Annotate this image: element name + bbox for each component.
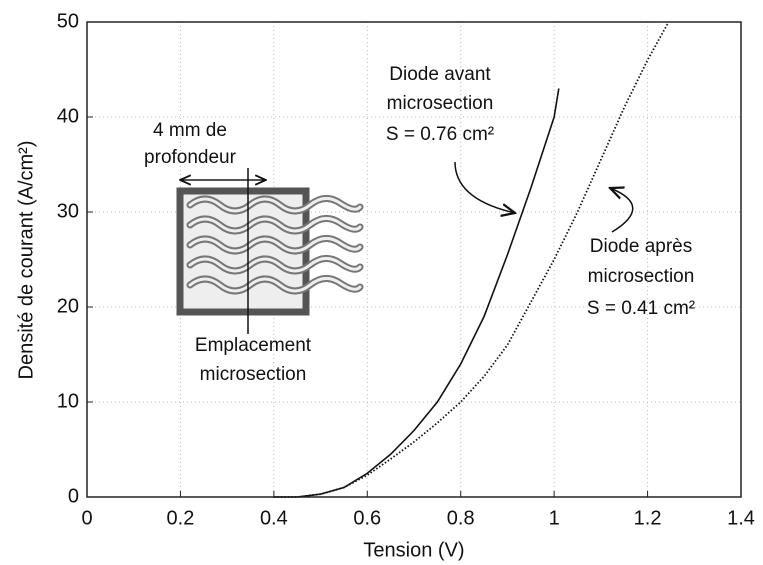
annotation: microsection [588,266,695,287]
annotation: 4 mm de [153,120,227,141]
x-tick-label: 0 [81,507,92,529]
y-tick-label: 0 [68,485,79,507]
inset-diagram [176,168,364,334]
y-tick-label: 20 [57,295,79,317]
x-tick-label: 0.4 [260,507,288,529]
lines [273,21,670,498]
annotation: microsection [387,93,494,114]
y-axis-label: Densité de courant (A/cm²) [15,141,37,380]
annotation: Diode avant [389,64,491,85]
y-tick-label: 50 [57,10,79,32]
plot-frame [86,21,742,498]
y-tick-label: 40 [57,105,79,127]
annotation: S = 0.41 cm² [587,298,695,319]
annotation-arrow [610,188,634,233]
x-axis-label: Tension (V) [363,539,464,561]
annotation: S = 0.76 cm² [386,124,494,145]
annotation: profondeur [144,147,237,168]
annotation: Diode après [590,236,692,257]
annotation-arrow [454,161,515,213]
y-tick-label: 10 [57,390,79,412]
y-tick-label: 30 [57,200,79,222]
x-tick-label: 1 [549,507,560,529]
series-line [273,21,670,498]
x-tick-label: 0.6 [353,507,381,529]
x-tick-label: 1.2 [634,507,662,529]
series-line [273,88,560,498]
annotation: microsection [200,364,307,385]
annotation: Emplacement [195,335,312,356]
x-tick-label: 1.4 [727,507,755,529]
x-tick-label: 0.2 [167,507,195,529]
x-tick-label: 0.8 [447,507,475,529]
